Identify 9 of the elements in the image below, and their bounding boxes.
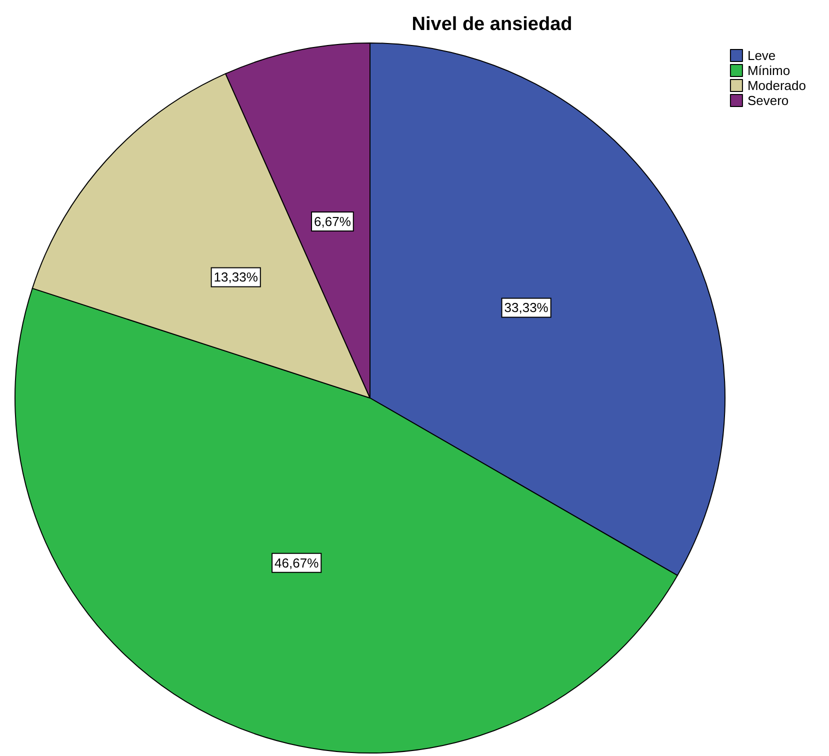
legend-label: Moderado xyxy=(747,78,806,93)
legend-label: Severo xyxy=(747,93,789,108)
legend-label: Mínimo xyxy=(747,63,790,78)
legend-label: Leve xyxy=(747,48,776,63)
data-label: 33,33% xyxy=(504,300,549,316)
chart-title: Nivel de ansiedad xyxy=(412,14,572,35)
data-label: 13,33% xyxy=(214,270,258,285)
data-label: 6,67% xyxy=(314,214,352,229)
data-label: 46,67% xyxy=(274,555,320,570)
